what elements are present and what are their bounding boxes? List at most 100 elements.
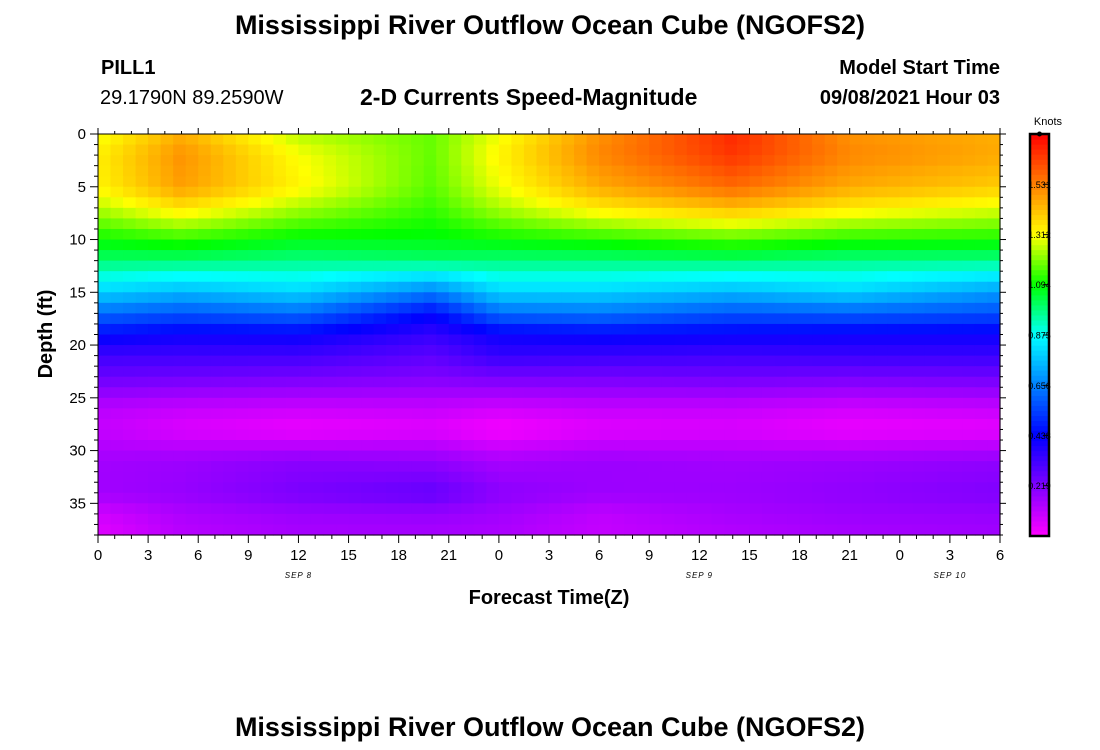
heatmap-cell <box>912 492 926 504</box>
heatmap-cell <box>661 313 675 325</box>
heatmap-cell <box>285 461 300 473</box>
heatmap-cell <box>198 250 212 262</box>
heatmap-cell <box>824 440 838 452</box>
heatmap-cell <box>373 134 387 146</box>
heatmap-cell <box>937 144 951 156</box>
heatmap-cell <box>273 355 287 367</box>
heatmap-cell <box>824 450 838 462</box>
heatmap-cell <box>210 429 224 441</box>
heatmap-cell <box>812 492 826 504</box>
heatmap-cell <box>962 376 976 388</box>
heatmap-cell <box>761 186 776 198</box>
heatmap-cell <box>461 176 475 188</box>
heatmap-cell <box>423 323 437 336</box>
heatmap-cell <box>423 281 437 293</box>
heatmap-cell <box>498 450 513 462</box>
heatmap-cell <box>887 366 901 378</box>
heatmap-cell <box>536 461 550 473</box>
heatmap-cell <box>173 260 187 272</box>
colorbar-segment <box>1030 415 1049 422</box>
heatmap-cell <box>812 355 826 367</box>
heatmap-cell <box>511 134 525 146</box>
heatmap-cell <box>586 250 600 262</box>
heatmap-cell <box>699 482 713 494</box>
heatmap-cell <box>874 513 888 526</box>
heatmap-cell <box>574 323 588 336</box>
heatmap-cell <box>586 218 600 230</box>
heatmap-cell <box>761 513 776 526</box>
heatmap-cell <box>924 271 938 283</box>
heatmap-cell <box>423 239 437 251</box>
heatmap-cell <box>862 387 876 399</box>
heatmap-cell <box>235 345 249 357</box>
heatmap-cell <box>736 207 751 220</box>
heatmap-cell <box>987 207 1001 220</box>
heatmap-cell <box>586 482 600 494</box>
heatmap-cell <box>699 323 713 336</box>
heatmap-cell <box>123 228 137 241</box>
heatmap-cell <box>336 155 350 167</box>
heatmap-cell <box>348 366 362 378</box>
heatmap-cell <box>423 450 437 462</box>
heatmap-cell <box>348 197 362 209</box>
heatmap-cell <box>924 207 938 220</box>
heatmap-cell <box>711 471 725 483</box>
heatmap-cell <box>674 524 688 536</box>
heatmap-cell <box>749 334 763 346</box>
heatmap-cell <box>699 334 713 346</box>
heatmap-cell <box>987 186 1001 198</box>
heatmap-cell <box>448 408 462 420</box>
heatmap-cell <box>912 260 926 272</box>
heatmap-cell <box>273 397 287 409</box>
heatmap-cell <box>461 323 475 336</box>
heatmap-cell <box>185 292 199 304</box>
heatmap-cell <box>611 355 625 367</box>
heatmap-cell <box>348 376 362 388</box>
heatmap-cell <box>536 313 550 325</box>
heatmap-cell <box>436 524 450 536</box>
heatmap-cell <box>210 482 224 494</box>
heatmap-cell <box>624 302 638 314</box>
heatmap-cell <box>98 134 112 146</box>
heatmap-cell <box>987 408 1001 420</box>
heatmap-cell <box>862 345 876 357</box>
heatmap-cell <box>912 292 926 304</box>
heatmap-cell <box>135 260 149 272</box>
heatmap-cell <box>962 366 976 378</box>
heatmap-cell <box>486 144 500 156</box>
heatmap-cell <box>549 366 563 378</box>
heatmap-cell <box>285 155 300 167</box>
heatmap-cell <box>799 250 813 262</box>
heatmap-cell <box>411 334 425 346</box>
heatmap-cell <box>398 207 412 220</box>
heatmap-cell <box>636 186 650 198</box>
colorbar-segment <box>1030 164 1049 170</box>
footer-title: Mississippi River Outflow Ocean Cube (NG… <box>234 712 866 742</box>
heatmap-cell <box>686 397 700 409</box>
heatmap-cell <box>736 513 751 526</box>
heatmap-cell <box>310 313 325 325</box>
heatmap-cell <box>586 155 600 167</box>
heatmap-cell <box>298 155 312 167</box>
heatmap-cell <box>787 165 801 177</box>
heatmap-cell <box>987 397 1001 409</box>
heatmap-cell <box>511 207 525 220</box>
heatmap-cell <box>761 482 776 494</box>
heatmap-cell <box>198 260 212 272</box>
colorbar-segment <box>1030 179 1049 185</box>
heatmap-cell <box>473 524 487 536</box>
heatmap-cell <box>962 302 976 314</box>
heatmap-cell <box>686 165 700 177</box>
heatmap-cell <box>310 387 325 399</box>
heatmap-cell <box>198 271 212 283</box>
heatmap-cell <box>386 313 400 325</box>
heatmap-cell <box>223 155 237 167</box>
heatmap-cell <box>774 482 788 494</box>
heatmap-cell <box>473 323 487 336</box>
heatmap-cell <box>787 271 801 283</box>
heatmap-cell <box>486 250 500 262</box>
heatmap-cell <box>912 482 926 494</box>
heatmap-cell <box>498 186 513 198</box>
heatmap-cell <box>185 387 199 399</box>
heatmap-cell <box>498 503 513 515</box>
